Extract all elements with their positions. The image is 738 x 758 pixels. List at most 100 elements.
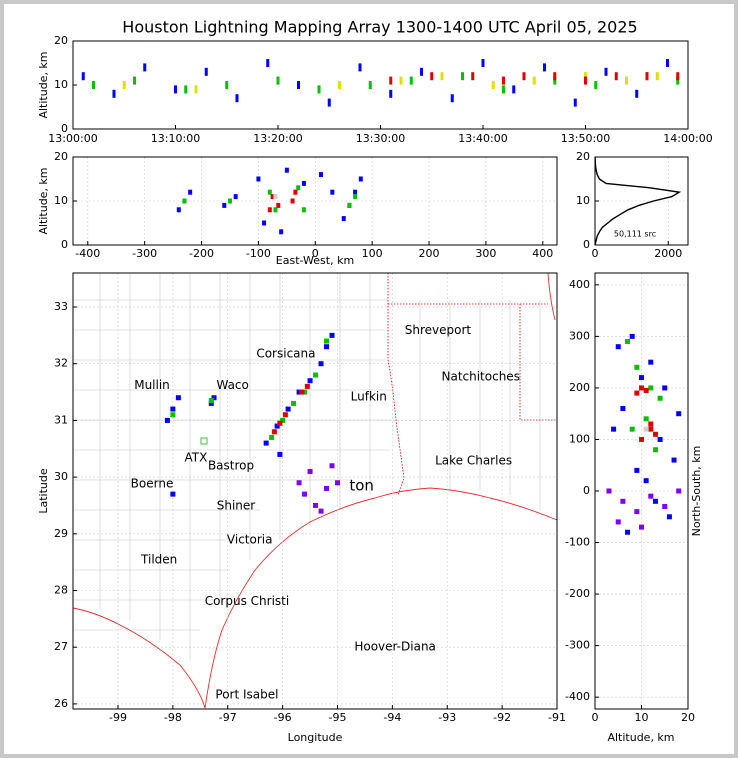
lightning-source <box>324 485 330 491</box>
lightning-source <box>643 416 649 422</box>
lightning-source <box>368 81 372 89</box>
lightning-source <box>615 519 621 525</box>
lightning-source <box>277 451 283 457</box>
place-label: Victoria <box>227 533 273 547</box>
x-axis-label: East-West, km <box>276 254 354 267</box>
lightning-source <box>491 81 495 89</box>
lightning-source <box>269 434 275 440</box>
county-lines <box>73 273 541 660</box>
lightning-source <box>204 67 208 76</box>
y-tick-label: 400 <box>569 278 590 291</box>
lightning-source <box>307 468 313 474</box>
lightning-source <box>671 457 677 463</box>
lightning-source <box>170 491 176 497</box>
lightning-source <box>662 503 668 509</box>
lightning-source <box>553 72 557 81</box>
place-label: Port Isabel <box>215 687 278 701</box>
x-tick-label: -200 <box>189 247 214 260</box>
lightning-source <box>235 94 239 103</box>
lightning-source <box>643 388 649 394</box>
lightning-source <box>273 207 278 213</box>
panel: -400 -300 -200 -100 0 100 200 300 400 0 10 20 East-W… <box>37 150 558 267</box>
lightning-source <box>635 89 639 98</box>
lightning-source <box>652 447 658 453</box>
x-tick-label: 13:50:00 <box>561 132 610 145</box>
lightning-source <box>182 198 187 204</box>
place-label: Waco <box>216 378 248 392</box>
lightning-source <box>676 411 682 417</box>
axes-frame <box>72 40 689 130</box>
x-tick-label: -98 <box>164 711 182 724</box>
lightning-source <box>184 85 188 94</box>
lightning-source <box>652 431 658 437</box>
lightning-source <box>657 395 663 401</box>
lightning-source <box>611 426 617 432</box>
lightning-source <box>662 385 668 391</box>
x-tick-label: 13:10:00 <box>151 132 200 145</box>
x-tick-label: -300 <box>132 247 157 260</box>
lightning-source <box>648 385 654 391</box>
y-tick-label: -200 <box>565 587 590 600</box>
lightning-source <box>284 167 289 173</box>
y-tick-label: 20 <box>576 150 590 163</box>
x-tick-label: 14:00:00 <box>663 132 712 145</box>
lightning-source <box>327 98 331 107</box>
x-tick-label: 13:30:00 <box>356 132 405 145</box>
lightning-source <box>648 426 654 432</box>
lightning-source <box>318 508 324 514</box>
y-tick-label: -100 <box>565 536 590 549</box>
place-label: Mullin <box>134 378 170 392</box>
lightning-source <box>279 229 284 235</box>
lightning-source <box>329 463 335 469</box>
lightning-source <box>317 85 321 94</box>
place-label: Lufkin <box>351 390 387 404</box>
lightning-source <box>645 72 649 81</box>
lightning-source <box>399 76 403 85</box>
lightning-source <box>92 81 95 89</box>
y-axis-label: North-South, km <box>690 446 703 537</box>
lightning-source <box>573 98 577 107</box>
x-tick-label: 0 <box>312 247 319 260</box>
lightning-source <box>164 417 170 423</box>
lightning-source <box>347 202 352 208</box>
lightning-source <box>676 76 680 85</box>
lightning-source <box>175 395 181 401</box>
lightning-source <box>643 426 649 432</box>
lightning-source <box>290 198 295 204</box>
lightning-source <box>267 189 272 195</box>
lightning-source <box>176 207 181 213</box>
lightning-source <box>208 400 214 406</box>
x-tick-label: -100 <box>246 247 271 260</box>
lightning-source <box>318 361 324 367</box>
lightning-source <box>502 76 505 85</box>
lightning-source <box>274 423 280 429</box>
place-label: Corsicana <box>256 347 315 361</box>
lightning-source <box>329 332 335 338</box>
panel: 13:00:00 13:10:00 13:20:00 13:30:00 13:40:00… <box>37 34 713 145</box>
lightning-source <box>634 509 640 515</box>
lightning-source <box>461 72 464 81</box>
axes-frame <box>594 156 689 246</box>
lightning-source <box>301 207 306 213</box>
y-tick-label: 10 <box>54 78 68 91</box>
y-tick-label: 20 <box>54 34 68 47</box>
x-tick-label: 300 <box>475 247 496 260</box>
place-label: Shreveport <box>405 323 472 337</box>
place-label: Bastrop <box>208 458 254 472</box>
lightning-source <box>302 389 308 395</box>
lightning-source <box>270 194 275 200</box>
y-tick-label: 100 <box>569 432 590 445</box>
lightning-source <box>543 63 546 72</box>
lightning-source <box>225 81 229 89</box>
x-axis-label: Altitude, km <box>607 731 674 744</box>
lightning-source <box>648 493 654 499</box>
lightning-source <box>313 502 319 508</box>
y-tick-label: -300 <box>565 639 590 652</box>
y-tick-label: 29 <box>54 527 68 540</box>
lightning-source <box>227 198 232 204</box>
lightning-source <box>409 76 413 85</box>
lightning-source <box>293 189 298 195</box>
lightning-source <box>634 390 640 396</box>
lightning-source <box>389 89 393 98</box>
y-tick-label: 32 <box>54 357 68 370</box>
